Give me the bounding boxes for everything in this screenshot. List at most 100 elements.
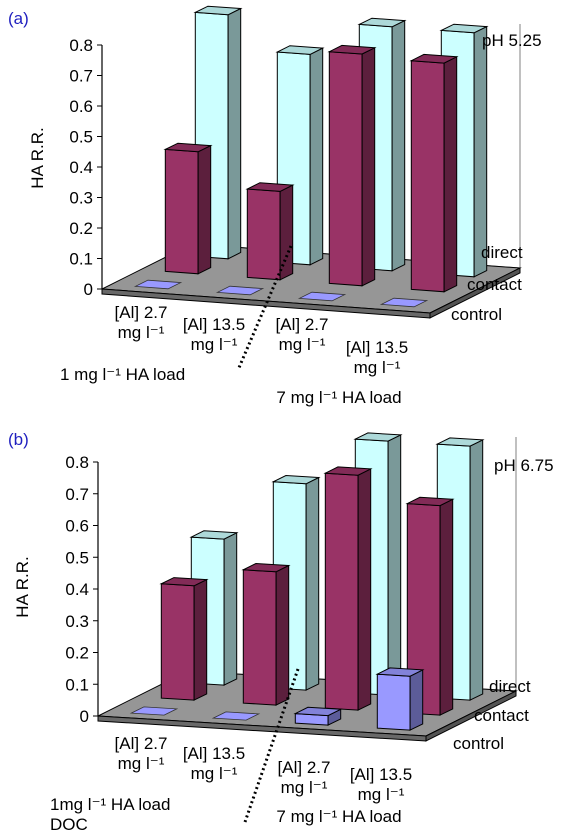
category-label: [Al] 2.7 xyxy=(115,303,168,322)
depth-axis-label: direct xyxy=(489,677,531,696)
category-label: [Al] 13.5 xyxy=(183,315,245,334)
category-label: [Al] 2.7 xyxy=(115,734,168,753)
group-separator xyxy=(243,668,300,823)
bar-direct-0-top xyxy=(193,5,243,16)
bar-contact-3-front xyxy=(410,60,445,293)
bar-direct-3-top xyxy=(435,437,485,447)
y-tick-label: 0.6 xyxy=(65,517,89,536)
bar-control-0 xyxy=(133,279,183,290)
bar-contact-0-front xyxy=(164,148,199,275)
chart-b-svg: 0 0.1 0.2 0.3 0.4 0.5 0.6 0.7 0.8 (b) pH 6.75 HA R.… xyxy=(8,430,554,834)
bar-direct-0-top xyxy=(189,530,239,540)
bar-control-3-side xyxy=(409,669,424,731)
chart-floor-side xyxy=(425,690,517,742)
group-label: 1 mg l⁻¹ HA load xyxy=(60,365,185,384)
panel-label: (b) xyxy=(8,430,29,449)
bar-contact-2-top xyxy=(327,44,377,55)
bar-contact-3-side xyxy=(443,55,458,293)
bar-direct-3-side xyxy=(469,439,484,701)
y-tick-label: 0.8 xyxy=(65,453,89,472)
bar-direct-2-top xyxy=(353,432,403,442)
bar-direct-2-side xyxy=(387,434,402,696)
chart-panel-b: 0 0.1 0.2 0.3 0.4 0.5 0.6 0.7 0.8 (b) pH 6.75 HA R.… xyxy=(0,417,564,834)
y-tick-label: 0.6 xyxy=(69,97,93,116)
bar-contact-1-side xyxy=(275,564,290,706)
y-tick-label: 0.5 xyxy=(65,548,89,567)
category-label: [Al] 13.5 xyxy=(350,765,412,784)
bar-contact-2-front xyxy=(324,472,359,711)
depth-axis-label: control xyxy=(451,305,502,324)
group-label: 1mg l⁻¹ HA load xyxy=(50,795,170,814)
depth-axis-label: direct xyxy=(481,243,523,262)
group-label: 7 mg l⁻¹ HA load xyxy=(276,807,401,826)
category-label: mg l⁻¹ xyxy=(354,358,401,377)
y-tick-label: 0.3 xyxy=(65,612,89,631)
y-tick-label: 0.1 xyxy=(69,250,93,269)
bar-direct-0-side xyxy=(223,531,238,686)
bar-contact-0-side xyxy=(193,578,208,701)
y-tick-label: 0.8 xyxy=(69,36,93,55)
bar-contact-3-top xyxy=(409,53,459,64)
bar-contact-2-front xyxy=(328,51,363,287)
category-label: [Al] 13.5 xyxy=(346,338,408,357)
bar-direct-2-side xyxy=(391,19,406,272)
y-tick-label: 0.2 xyxy=(65,644,89,663)
depth-axis-label: control xyxy=(453,734,504,753)
bar-contact-0-top xyxy=(159,577,209,587)
y-tick-label: 0.3 xyxy=(69,189,93,208)
category-label: mg l⁻¹ xyxy=(358,785,405,804)
bar-contact-1-front xyxy=(246,188,281,281)
bar-contact-3-top xyxy=(405,496,455,507)
condition-label: pH 5.25 xyxy=(482,31,542,50)
bar-contact-2-top xyxy=(323,466,373,476)
bar-direct-1-side xyxy=(309,47,324,266)
category-label: [Al] 13.5 xyxy=(183,744,245,763)
category-label: mg l⁻¹ xyxy=(191,335,238,354)
y-tick-label: 0.4 xyxy=(65,580,89,599)
y-tick-label: 0 xyxy=(80,707,89,726)
bar-control-2 xyxy=(297,291,347,302)
bar-direct-0-side xyxy=(227,7,242,260)
bar-control-3 xyxy=(379,297,429,308)
y-tick-label: 0 xyxy=(84,280,93,299)
depth-axis-label: contact xyxy=(474,706,529,725)
bar-control-1 xyxy=(211,711,261,721)
category-label: [Al] 2.7 xyxy=(276,315,329,334)
y-tick-label: 0.4 xyxy=(69,158,93,177)
y-tick-label: 0.5 xyxy=(69,128,93,147)
bar-contact-1-front xyxy=(242,569,277,706)
bar-contact-0-top xyxy=(163,142,213,153)
bar-contact-1-top xyxy=(245,182,295,192)
chart-a-svg: 0 0.1 0.2 0.3 0.4 0.5 0.6 0.7 0.8 (a) pH 5.25 HA R.… xyxy=(8,5,542,407)
y-tick-label: 0.7 xyxy=(65,485,89,504)
depth-axis-label: contact xyxy=(467,275,522,294)
category-label: [Al] 2.7 xyxy=(278,758,331,777)
bar-control-3-top xyxy=(375,667,425,677)
bar-direct-2-top xyxy=(357,17,407,28)
category-label: mg l⁻¹ xyxy=(118,754,165,773)
category-label: mg l⁻¹ xyxy=(279,335,326,354)
y-axis-title: HA R.R. xyxy=(28,127,47,188)
bar-contact-0-side xyxy=(197,144,212,275)
bar-contact-2-side xyxy=(361,46,376,287)
bar-control-2-top xyxy=(293,706,343,717)
y-tick-label: 0.2 xyxy=(69,219,93,238)
category-label: mg l⁻¹ xyxy=(191,764,238,783)
bar-direct-1-top xyxy=(275,45,325,55)
y-tick-label: 0.1 xyxy=(65,675,89,694)
panel-label: (a) xyxy=(8,9,29,28)
category-label: mg l⁻¹ xyxy=(281,778,328,797)
condition-label: pH 6.75 xyxy=(494,456,554,475)
group-label: 7 mg l⁻¹ HA load xyxy=(276,388,401,407)
y-axis-title: HA R.R. xyxy=(13,556,32,617)
bar-contact-1-top xyxy=(241,562,291,573)
bar-contact-2-side xyxy=(357,468,372,711)
chart-floor-side xyxy=(429,267,521,319)
group-label: DOC xyxy=(50,815,88,833)
bar-direct-3-side xyxy=(473,25,488,278)
y-tick-label: 0.7 xyxy=(69,67,93,86)
category-label: mg l⁻¹ xyxy=(118,323,165,342)
bar-contact-3-side xyxy=(439,498,454,716)
chart-panel-a: 0 0.1 0.2 0.3 0.4 0.5 0.6 0.7 0.8 (a) pH 5.25 HA R.… xyxy=(0,0,564,416)
bar-contact-0-front xyxy=(160,583,195,701)
